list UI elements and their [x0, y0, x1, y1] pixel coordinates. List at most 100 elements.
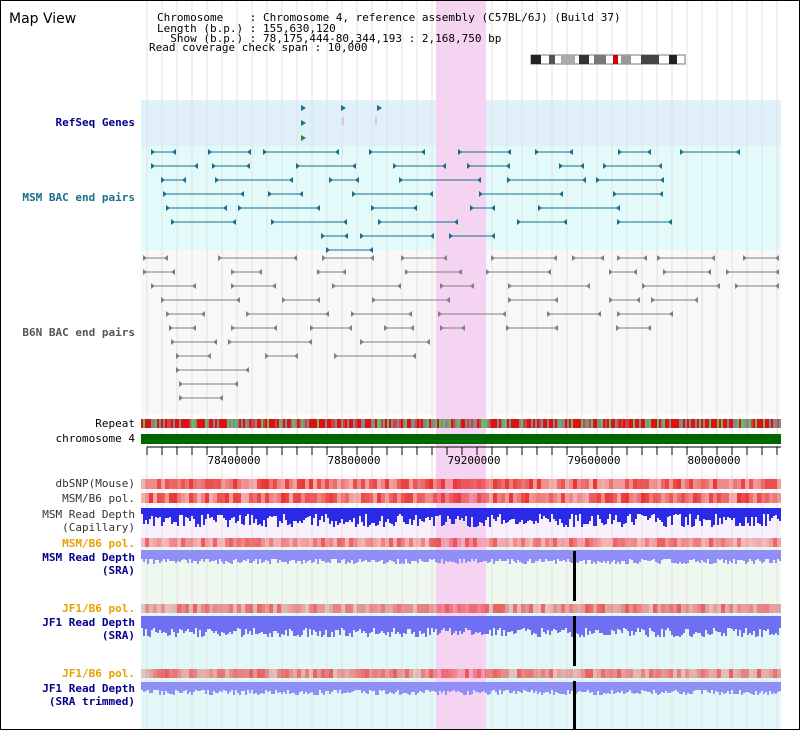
repeat-segment	[439, 419, 441, 428]
jf1-depth-trim-bar	[501, 682, 503, 694]
track-label-msm-b6-pol-1[interactable]: MSM/B6 pol.	[62, 492, 135, 505]
msm-depth-cap-bar	[377, 508, 379, 525]
repeat-segment	[611, 419, 613, 428]
jf1-depth-trim-bar	[383, 682, 385, 690]
msm-depth-cap-bar	[293, 508, 295, 521]
repeat-segment	[689, 419, 691, 428]
track-label-jf1-depth-sra[interactable]: JF1 Read Depth	[42, 616, 135, 629]
jf1-b6-pol2-cell	[373, 669, 377, 678]
msm-depth-cap-bar	[469, 508, 471, 527]
jf1-b6-pol2-cell	[429, 669, 433, 678]
msm-b6-pol-cell	[269, 493, 273, 503]
repeat-segment	[383, 419, 385, 428]
repeat-segment	[149, 419, 151, 428]
jf1-depth-sra-bar	[453, 616, 455, 633]
jf1-depth-sra-bar	[699, 616, 701, 633]
dbsnp-cell	[693, 479, 697, 489]
jf1-b6-pol-cell	[281, 604, 285, 613]
jf1-b6-pol-cell	[453, 604, 457, 613]
track-label-dbsnp[interactable]: dbSNP(Mouse)	[55, 477, 135, 490]
dbsnp-cell	[373, 479, 377, 489]
depth-spike-marker	[573, 681, 576, 729]
msm-depth-cap-bar	[693, 508, 695, 526]
jf1-b6-pol2-cell	[141, 669, 145, 678]
repeat-segment	[771, 419, 773, 428]
jf1-b6-pol-cell	[689, 604, 693, 613]
jf1-depth-sra-bar	[143, 616, 145, 636]
msm-depth-sra-bar	[417, 550, 419, 563]
repeat-segment	[707, 419, 709, 428]
track-label-jf1-depth-trimmed[interactable]: JF1 Read Depth	[42, 682, 135, 695]
jf1-depth-trim-bar	[769, 682, 771, 691]
track-label-msm-depth-capillary[interactable]: MSM Read Depth	[42, 508, 135, 521]
repeat-segment	[331, 419, 333, 428]
jf1-depth-sra-bar	[433, 616, 435, 632]
msm-depth-cap-bar	[757, 508, 759, 523]
msm-b6-pol2-cell	[469, 538, 473, 547]
jf1-depth-trim-bar	[663, 682, 665, 693]
msm-depth-sra-bar	[619, 550, 621, 564]
msm-b6-pol2-cell	[289, 538, 293, 547]
msm-depth-cap-bar	[313, 508, 315, 518]
msm-depth-sra-bar	[693, 550, 695, 559]
msm-depth-sra-bar	[689, 550, 691, 560]
jf1-depth-trim-bar	[365, 682, 367, 693]
jf1-depth-sra-bar	[417, 616, 419, 637]
msm-b6-pol2-cell	[273, 538, 277, 547]
dbsnp-cell	[209, 479, 213, 489]
track-label-b6n-bac[interactable]: B6N BAC end pairs	[22, 326, 135, 339]
repeat-segment	[441, 419, 443, 428]
msm-b6-pol2-cell	[365, 538, 369, 547]
repeat-segment	[669, 419, 671, 428]
msm-depth-cap-bar	[195, 508, 197, 527]
jf1-b6-pol-cell	[673, 604, 677, 613]
msm-depth-sra-bar	[599, 550, 601, 562]
track-label-msm-bac[interactable]: MSM BAC end pairs	[22, 191, 135, 204]
jf1-b6-pol-cell	[713, 604, 717, 613]
msm-depth-sra-bar	[481, 550, 483, 562]
jf1-depth-sra-bar	[157, 616, 159, 633]
msm-depth-sra-bar	[287, 550, 289, 564]
jf1-depth-sra-bar	[743, 616, 745, 633]
msm-b6-pol2-cell	[193, 538, 197, 547]
repeat-segment	[467, 419, 469, 428]
msm-depth-cap-bar	[743, 508, 745, 526]
msm-depth-cap-bar	[663, 508, 665, 526]
track-label-repeat[interactable]: Repeat	[95, 417, 135, 430]
b6n-bac-end	[711, 255, 715, 261]
msm-depth-sra-bar	[627, 550, 629, 564]
msm-depth-cap-bar	[219, 508, 221, 515]
track-label-jf1-b6-pol-1[interactable]: JF1/B6 pol.	[62, 602, 135, 615]
jf1-depth-trim-bar	[609, 682, 611, 694]
msm-depth-sra-bar	[711, 550, 713, 564]
jf1-depth-sra-bar	[353, 616, 355, 630]
jf1-depth-sra-bar	[643, 616, 645, 630]
track-label-msm-depth-sra[interactable]: MSM Read Depth	[42, 551, 135, 564]
jf1-depth-trim-bar	[485, 682, 487, 693]
track-label-msm-b6-pol-2[interactable]: MSM/B6 pol.	[62, 537, 135, 550]
jf1-depth-trim-bar	[521, 682, 523, 693]
msm-b6-pol-cell	[565, 493, 569, 503]
msm-depth-sra-bar	[509, 550, 511, 564]
msm-bac-end	[171, 219, 175, 225]
repeat-segment	[623, 419, 625, 428]
jf1-depth-sra-bar	[221, 616, 223, 632]
jf1-depth-trim-bar	[335, 682, 337, 690]
track-label-chromosome[interactable]: chromosome 4	[55, 432, 135, 445]
msm-depth-cap-bar	[539, 508, 541, 514]
jf1-b6-pol-cell	[385, 604, 389, 613]
msm-depth-cap-bar	[719, 508, 721, 518]
msm-depth-sra-bar	[639, 550, 641, 562]
msm-b6-pol2-cell	[437, 538, 441, 547]
jf1-depth-trim-bar	[259, 682, 261, 694]
msm-depth-sra-bar	[371, 550, 373, 560]
track-label-jf1-b6-pol-2[interactable]: JF1/B6 pol.	[62, 667, 135, 680]
jf1-b6-pol2-cell	[561, 669, 565, 678]
repeat-segment	[539, 419, 541, 428]
jf1-b6-pol-cell	[401, 604, 405, 613]
msm-b6-pol2-cell	[493, 538, 497, 547]
msm-b6-pol-cell	[649, 493, 653, 503]
track-label-refseq[interactable]: RefSeq Genes	[55, 116, 135, 129]
jf1-depth-sra-bar	[667, 616, 669, 628]
